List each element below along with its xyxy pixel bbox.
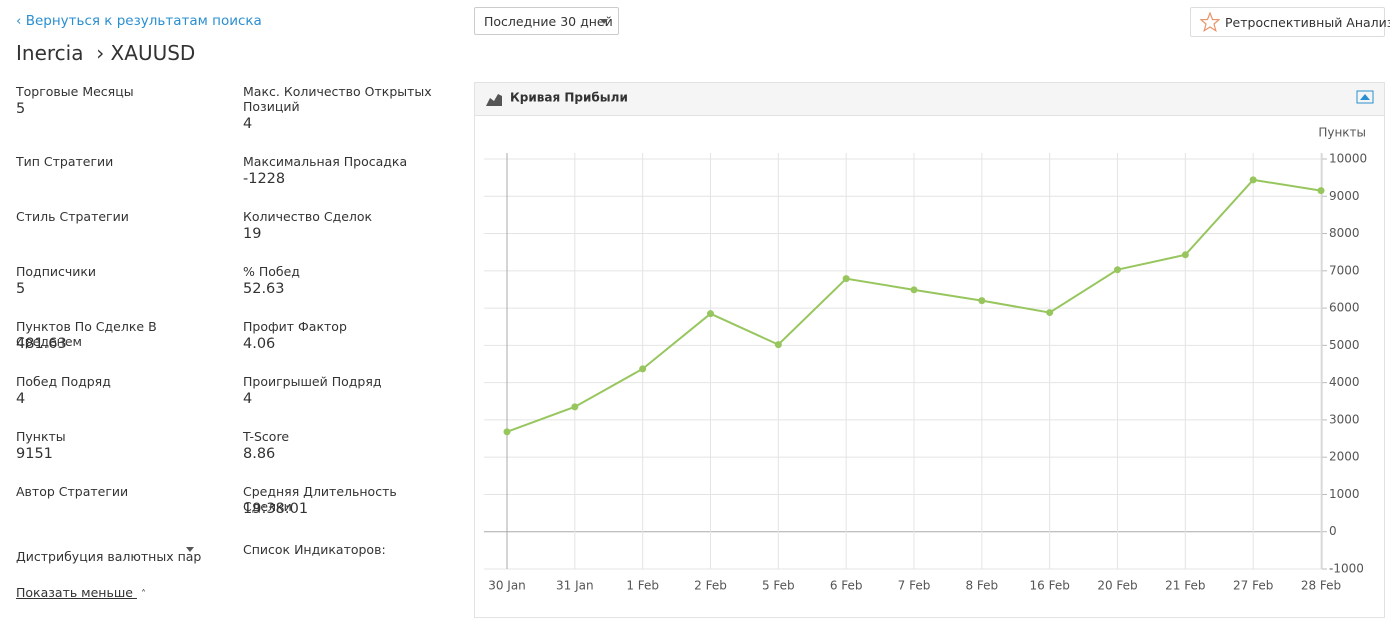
stat-label: Подписчики bbox=[16, 264, 97, 279]
show-less-link[interactable]: Показать меньше ˄ bbox=[16, 585, 146, 600]
data-point bbox=[1046, 309, 1054, 317]
stat-value: 5 bbox=[16, 281, 26, 297]
stat-label: Побед Подряд bbox=[16, 374, 111, 389]
stat-value: 8.86 bbox=[243, 446, 276, 462]
y-tick-label: 1000 bbox=[1329, 487, 1360, 501]
stat-value: 19 bbox=[243, 226, 262, 242]
x-tick-label: 5 Feb bbox=[762, 579, 795, 593]
y-tick-label: -1000 bbox=[1329, 562, 1364, 576]
x-tick-label: 21 Feb bbox=[1165, 579, 1205, 593]
stat-value: 5 bbox=[16, 101, 26, 117]
data-point bbox=[910, 286, 918, 294]
x-tick-label: 28 Feb bbox=[1301, 579, 1341, 593]
x-tick-label: 31 Jan bbox=[556, 579, 594, 593]
data-point bbox=[707, 310, 714, 318]
stat-label: Автор Стратегии bbox=[16, 484, 129, 499]
export-icon[interactable] bbox=[1356, 90, 1374, 104]
stat-label: Торговые Месяцы bbox=[16, 84, 134, 99]
stat-value: 481.63 bbox=[16, 336, 67, 352]
stat-label: Список Индикаторов: bbox=[243, 542, 386, 557]
stat-value: -1228 bbox=[243, 171, 286, 187]
period-text: Последние 30 дней bbox=[484, 14, 613, 29]
x-tick-label: 20 Feb bbox=[1097, 579, 1137, 593]
data-point bbox=[1317, 187, 1325, 195]
stat-label: Проигрышей Подряд bbox=[243, 374, 382, 389]
stat-value: 4.06 bbox=[243, 336, 276, 352]
chart-panel bbox=[474, 82, 1385, 618]
data-point bbox=[571, 403, 579, 411]
dropdown-icon bbox=[600, 19, 608, 24]
panel-header bbox=[475, 83, 1384, 116]
stat-label: T-Score bbox=[243, 429, 290, 444]
x-tick-label: 8 Feb bbox=[965, 579, 998, 593]
stat-label: Количество Сделок bbox=[243, 209, 373, 224]
star-icon bbox=[1200, 12, 1220, 32]
data-point bbox=[503, 428, 511, 436]
stat-label: % Побед bbox=[243, 264, 300, 279]
stat-value: 9151 bbox=[16, 446, 53, 462]
stat-label: Средняя Длительность Сделки bbox=[243, 484, 397, 514]
stat-value: 52.63 bbox=[243, 281, 285, 297]
data-point bbox=[978, 297, 986, 305]
y-tick-label: 3000 bbox=[1329, 412, 1360, 426]
stat-label: Дистрибуция валютных пар bbox=[16, 549, 202, 564]
stat-value: 4 bbox=[16, 391, 26, 407]
y-tick-label: 4000 bbox=[1329, 375, 1360, 389]
x-tick-label: 1 Feb bbox=[626, 579, 659, 593]
stat-label: Макс. Количество Открытых Позиций bbox=[243, 84, 432, 114]
y-tick-label: 2000 bbox=[1329, 450, 1360, 464]
stat-value: 19:38:01 bbox=[243, 501, 309, 517]
x-tick-label: 30 Jan bbox=[488, 579, 526, 593]
y-tick-label: 7000 bbox=[1329, 263, 1360, 277]
stat-label: Пункты bbox=[16, 429, 66, 444]
y-tick-label: 6000 bbox=[1329, 301, 1360, 315]
y-tick-label: 9000 bbox=[1329, 189, 1360, 203]
symbol: › XAUUSD bbox=[96, 41, 196, 65]
title: Inercia bbox=[16, 41, 84, 65]
y-tick-label: 0 bbox=[1329, 524, 1337, 538]
x-tick-label: 7 Feb bbox=[898, 579, 931, 593]
backtest-button[interactable]: Ретроспективный Анализ bbox=[1190, 7, 1390, 37]
data-point bbox=[1114, 266, 1121, 274]
data-point bbox=[639, 365, 647, 373]
y-tick-label: 10000 bbox=[1329, 152, 1367, 166]
dropdown-icon bbox=[186, 547, 194, 552]
stat-value: 4 bbox=[243, 391, 253, 407]
stat-label: Стиль Стратегии bbox=[16, 209, 129, 224]
chart-title: Кривая Прибыли bbox=[510, 91, 628, 105]
x-tick-label: 16 Feb bbox=[1029, 579, 1069, 593]
data-point bbox=[842, 275, 850, 283]
data-point bbox=[1181, 251, 1189, 259]
period-select[interactable]: Последние 30 дней bbox=[474, 7, 619, 35]
strategy-title: Inercia › XAUUSD bbox=[16, 41, 195, 65]
export-icon-arrow bbox=[1360, 94, 1370, 100]
backtest-text: Ретроспективный Анализ bbox=[1225, 15, 1390, 30]
x-tick-label: 2 Feb bbox=[694, 579, 727, 593]
y-tick-label: 5000 bbox=[1329, 338, 1360, 352]
stat-label: Пунктов По Сделке В Среденем bbox=[16, 319, 157, 349]
chart-icon bbox=[486, 94, 502, 106]
back-link[interactable]: ‹ Вернуться к результатам поиска bbox=[16, 13, 262, 29]
stat-label: Максимальная Просадка bbox=[243, 154, 408, 169]
stat-value: 4 bbox=[243, 116, 253, 132]
data-point bbox=[1249, 176, 1257, 184]
stat-label: Профит Фактор bbox=[243, 319, 347, 334]
x-tick-label: 27 Feb bbox=[1233, 579, 1273, 593]
x-tick-label: 6 Feb bbox=[830, 579, 863, 593]
y-axis-label: Пункты bbox=[1318, 126, 1366, 140]
stat-label: Тип Стратегии bbox=[16, 154, 114, 169]
y-tick-label: 8000 bbox=[1329, 226, 1360, 240]
show-less-text: Показать меньше bbox=[16, 585, 133, 600]
data-point bbox=[774, 341, 782, 349]
